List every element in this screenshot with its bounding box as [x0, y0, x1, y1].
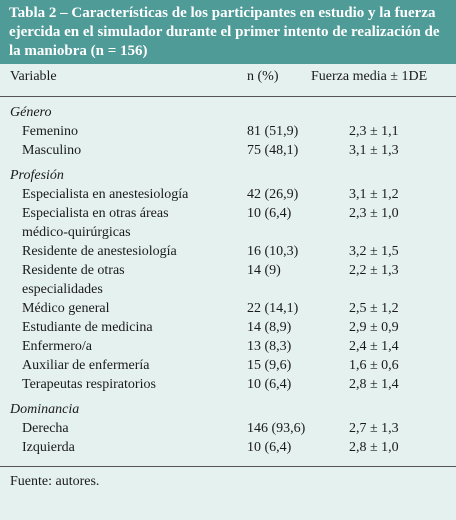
table-row: Enfermero/a 13 (8,3) 2,4 ± 1,4	[0, 337, 456, 356]
column-header: n (%)	[247, 69, 279, 84]
cell-n: 15 (9,6)	[247, 358, 292, 373]
cell-n: 14 (8,9)	[247, 320, 292, 335]
column-header: Fuerza media ± 1DE	[311, 69, 428, 84]
cell-n: 16 (10,3)	[247, 244, 299, 259]
cell-fuerza: 2,5 ± 1,2	[349, 301, 399, 316]
cell-variable: Médico general	[22, 301, 110, 316]
cell-fuerza: 3,2 ± 1,5	[349, 244, 399, 259]
cell-n: 13 (8,3)	[247, 339, 292, 354]
cell-n: 75 (48,1)	[247, 143, 299, 158]
cell-variable: Estudiante de medicina	[22, 320, 153, 335]
cell-fuerza: 2,3 ± 1,0	[349, 206, 399, 221]
cell-variable: Especialista en anestesiología	[22, 187, 189, 202]
table-row: Residente de otras especialidades 14 (9) 2…	[0, 261, 456, 299]
table-header: Variable n (%) Fuerza media ± 1DE	[0, 64, 456, 97]
cell-variable: Terapeutas respiratorios	[22, 377, 156, 392]
cell-fuerza: 1,6 ± 0,6	[349, 358, 399, 373]
row-group: Dominancia Derecha 146 (93,6) 2,7 ± 1,3 Izqu…	[0, 394, 456, 457]
table-row: Estudiante de medicina 14 (8,9) 2,9 ± 0,9	[0, 318, 456, 337]
cell-variable: Residente de anestesiología	[22, 244, 177, 259]
table-row: Terapeutas respiratorios 10 (6,4) 2,8 ± 1,…	[0, 375, 456, 394]
row-group: Género Femenino 81 (51,9) 2,3 ± 1,1 Masculin…	[0, 97, 456, 160]
table-row: Médico general 22 (14,1) 2,5 ± 1,2	[0, 299, 456, 318]
cell-n: 10 (6,4)	[247, 440, 292, 455]
cell-fuerza: 2,7 ± 1,3	[349, 421, 399, 436]
cell-n: 14 (9)	[247, 263, 281, 278]
cell-variable: Masculino	[22, 143, 82, 158]
cell-n: 10 (6,4)	[247, 377, 292, 392]
cell-fuerza: 2,2 ± 1,3	[349, 263, 399, 278]
cell-n: 22 (14,1)	[247, 301, 299, 316]
cell-variable: Femenino	[22, 124, 78, 139]
group-label: Profesión	[10, 168, 64, 183]
group-label: Dominancia	[10, 402, 80, 417]
table-row: Izquierda 10 (6,4) 2,8 ± 1,0	[0, 438, 456, 457]
cell-variable: Residente de otras especialidades	[22, 263, 125, 297]
column-header: Variable	[10, 69, 57, 84]
cell-n: 10 (6,4)	[247, 206, 292, 221]
table-row: Residente de anestesiología 16 (10,3) 3,2 …	[0, 242, 456, 261]
table-row: Auxiliar de enfermería 15 (9,6) 1,6 ± 0,6	[0, 356, 456, 375]
cell-n: 146 (93,6)	[247, 421, 306, 436]
cell-n: 81 (51,9)	[247, 124, 299, 139]
cell-fuerza: 3,1 ± 1,2	[349, 187, 399, 202]
cell-variable: Derecha	[22, 421, 69, 436]
table-body: Género Femenino 81 (51,9) 2,3 ± 1,1 Masculin…	[0, 97, 456, 467]
cell-fuerza: 3,1 ± 1,3	[349, 143, 399, 158]
table-row: Derecha 146 (93,6) 2,7 ± 1,3	[0, 419, 456, 438]
cell-variable: Enfermero/a	[22, 339, 92, 354]
table-row: Femenino 81 (51,9) 2,3 ± 1,1	[0, 122, 456, 141]
cell-variable: Especialista en otras áreas médico-quirú…	[22, 206, 169, 240]
cell-n: 42 (26,9)	[247, 187, 299, 202]
cell-variable: Auxiliar de enfermería	[22, 358, 150, 373]
cell-fuerza: 2,3 ± 1,1	[349, 124, 399, 139]
table-title: Tabla 2 – Características de los partici…	[0, 0, 456, 64]
cell-variable: Izquierda	[22, 440, 75, 455]
cell-fuerza: 2,8 ± 1,0	[349, 440, 399, 455]
table-row: Masculino 75 (48,1) 3,1 ± 1,3	[0, 141, 456, 160]
cell-fuerza: 2,9 ± 0,9	[349, 320, 399, 335]
cell-fuerza: 2,8 ± 1,4	[349, 377, 399, 392]
table-row: Especialista en anestesiología 42 (26,9) 3…	[0, 185, 456, 204]
group-label: Género	[10, 105, 52, 120]
table-row: Especialista en otras áreas médico-quirú…	[0, 204, 456, 242]
cell-fuerza: 2,4 ± 1,4	[349, 339, 399, 354]
row-group: Profesión Especialista en anestesiología 4…	[0, 160, 456, 394]
footer: Fuente: autores.	[10, 474, 100, 489]
